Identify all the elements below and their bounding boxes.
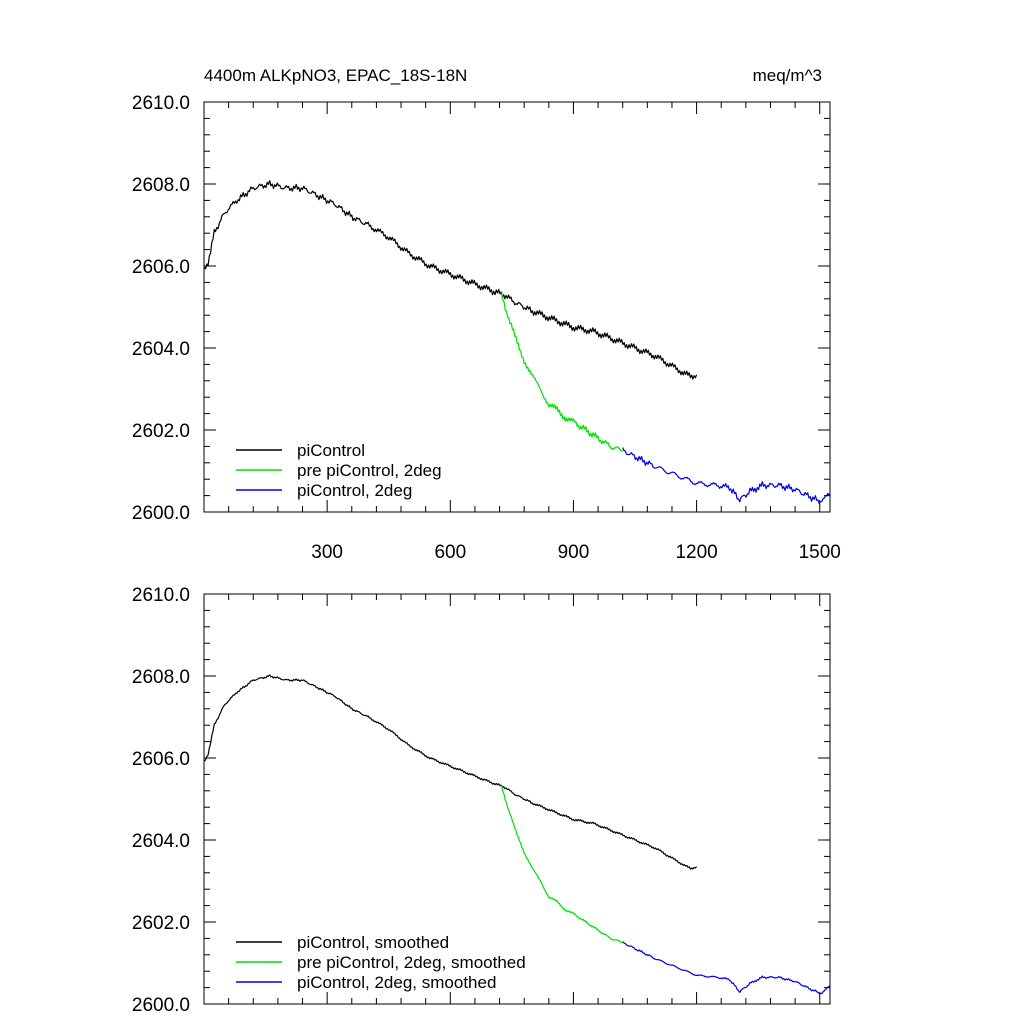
x-tick-label: 1500 [799, 542, 841, 563]
series-line-pre_2deg [501, 291, 623, 452]
series-lines [203, 180, 831, 505]
y-tick-label: 2610.0 [132, 585, 190, 606]
y-tick-label: 2604.0 [132, 339, 190, 360]
x-tick-label: 1200 [675, 542, 717, 563]
series-line-piControl [203, 180, 698, 380]
y-tick-label: 2602.0 [132, 421, 190, 442]
x-tick-label: 900 [558, 542, 590, 563]
x-tick-label: 300 [311, 542, 343, 563]
y-tick-label: 2608.0 [132, 667, 190, 688]
legend-label: piControl [297, 441, 365, 460]
legend-label: piControl, 2deg [297, 481, 412, 500]
series-line-piControl_2deg [622, 941, 831, 995]
y-tick-label: 2600.0 [132, 503, 190, 524]
bottom-panel: 2600.0 2602.0 2604.0 2606.0 2608.0 2610.0 piC… [132, 585, 831, 1016]
y-tick-label: 2608.0 [132, 175, 190, 196]
y-tick-label: 2606.0 [132, 749, 190, 770]
series-line-piControl [203, 674, 698, 870]
series-line-pre_2deg [501, 785, 623, 944]
y-tick-label: 2606.0 [132, 257, 190, 278]
plot-frame [203, 593, 831, 1005]
y-tick-label: 2600.0 [132, 995, 190, 1016]
plot-frame [203, 101, 831, 513]
y-tick-label: 2602.0 [132, 913, 190, 934]
legend-label: piControl, 2deg, smoothed [297, 973, 496, 992]
y-axis-labels: 2600.0 2602.0 2604.0 2606.0 2608.0 2610.0 [132, 93, 190, 524]
series-lines [203, 674, 831, 995]
legend-label: pre piControl, 2deg [297, 461, 442, 480]
chart-units: meq/m^3 [753, 66, 822, 85]
legend-label: piControl, smoothed [297, 933, 449, 952]
top-panel: 4400m ALKpNO3, EPAC_18S-18N meq/m^3 2600… [132, 66, 841, 563]
x-tick-label: 600 [434, 542, 466, 563]
chart-title: 4400m ALKpNO3, EPAC_18S-18N [204, 66, 467, 85]
y-tick-label: 2604.0 [132, 831, 190, 852]
axis-ticks [204, 101, 830, 513]
series-line-piControl_2deg [622, 447, 831, 505]
y-axis-labels: 2600.0 2602.0 2604.0 2606.0 2608.0 2610.0 [132, 585, 190, 1016]
y-tick-label: 2610.0 [132, 93, 190, 114]
legend-label: pre piControl, 2deg, smoothed [297, 953, 526, 972]
x-axis-labels: 300 600 900 1200 1500 [311, 542, 841, 563]
